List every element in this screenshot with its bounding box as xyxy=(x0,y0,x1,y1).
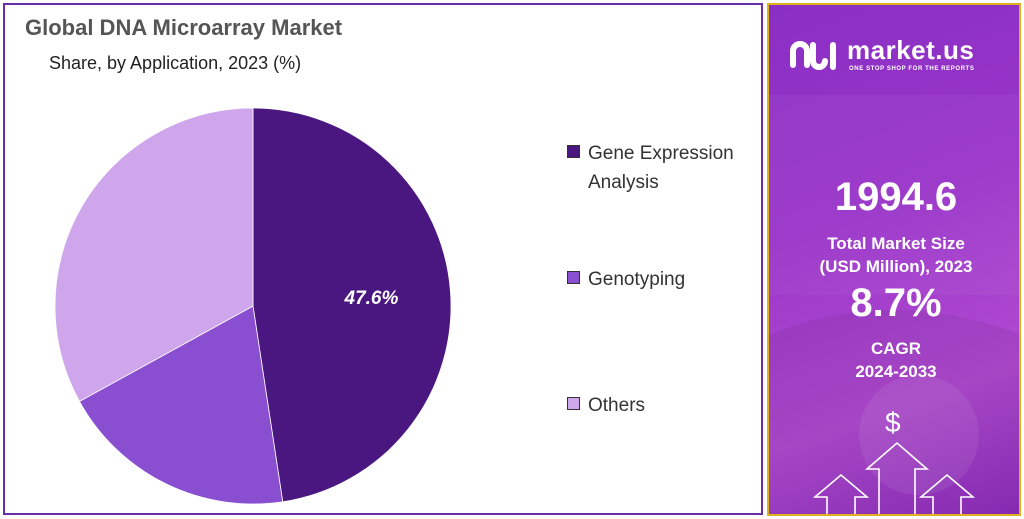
legend-label-line: Gene Expression xyxy=(588,143,734,164)
pie-slice-genotyping xyxy=(78,305,284,505)
legend-item: Gene Expression Analysis xyxy=(567,139,767,197)
up-arrow-icon xyxy=(812,473,870,514)
legend-label: Gene Expression Analysis xyxy=(588,139,734,197)
legend-label: Genotyping xyxy=(588,265,685,294)
marketus-logo-icon xyxy=(790,41,836,70)
legend-label-line: Genotyping xyxy=(588,269,686,290)
legend-item: Others xyxy=(567,391,767,420)
pie-slice-others xyxy=(54,107,254,402)
legend-item: Genotyping xyxy=(567,265,767,294)
legend-label-line: Analysis xyxy=(588,172,659,193)
up-arrow-icon xyxy=(918,473,976,514)
marketus-logo: market.us ONE STOP SHOP FOR THE REPORTS xyxy=(787,35,1007,75)
growth-arrows-graphic xyxy=(812,441,976,514)
chart-title: Global DNA Microarray Market xyxy=(25,15,343,40)
legend-label: Others xyxy=(588,391,645,420)
dollar-icon: $ xyxy=(885,407,901,438)
pie-slice-gene-expression-analysis xyxy=(252,107,452,503)
legend-swatch xyxy=(567,145,580,158)
up-arrow-icon xyxy=(864,441,930,514)
cagr-value: 8.7% xyxy=(850,281,942,325)
market-size-label-line2: (USD Million), 2023 xyxy=(819,257,973,276)
legend-label-line: Others xyxy=(588,395,646,416)
market-size-label-line1: Total Market Size xyxy=(827,234,965,253)
pie-data-label: 47.6% xyxy=(344,288,399,309)
legend-swatch xyxy=(567,271,580,284)
cagr-period: 2024-2033 xyxy=(855,362,937,381)
chart-panel: Global DNA Microarray Market Share, by A… xyxy=(3,3,763,515)
background-decoration xyxy=(769,95,1019,514)
cagr-label: CAGR xyxy=(870,339,922,358)
stats-sidebar: market.us ONE STOP SHOP FOR THE REPORTS … xyxy=(767,3,1021,516)
brand-name: market.us xyxy=(847,35,975,65)
brand-tagline: ONE STOP SHOP FOR THE REPORTS xyxy=(849,66,975,72)
chart-subtitle: Share, by Application, 2023 (%) xyxy=(49,53,302,73)
pie-chart: 47.6% xyxy=(54,107,452,505)
legend-swatch xyxy=(567,397,580,410)
market-size-value: 1994.6 xyxy=(834,175,958,219)
